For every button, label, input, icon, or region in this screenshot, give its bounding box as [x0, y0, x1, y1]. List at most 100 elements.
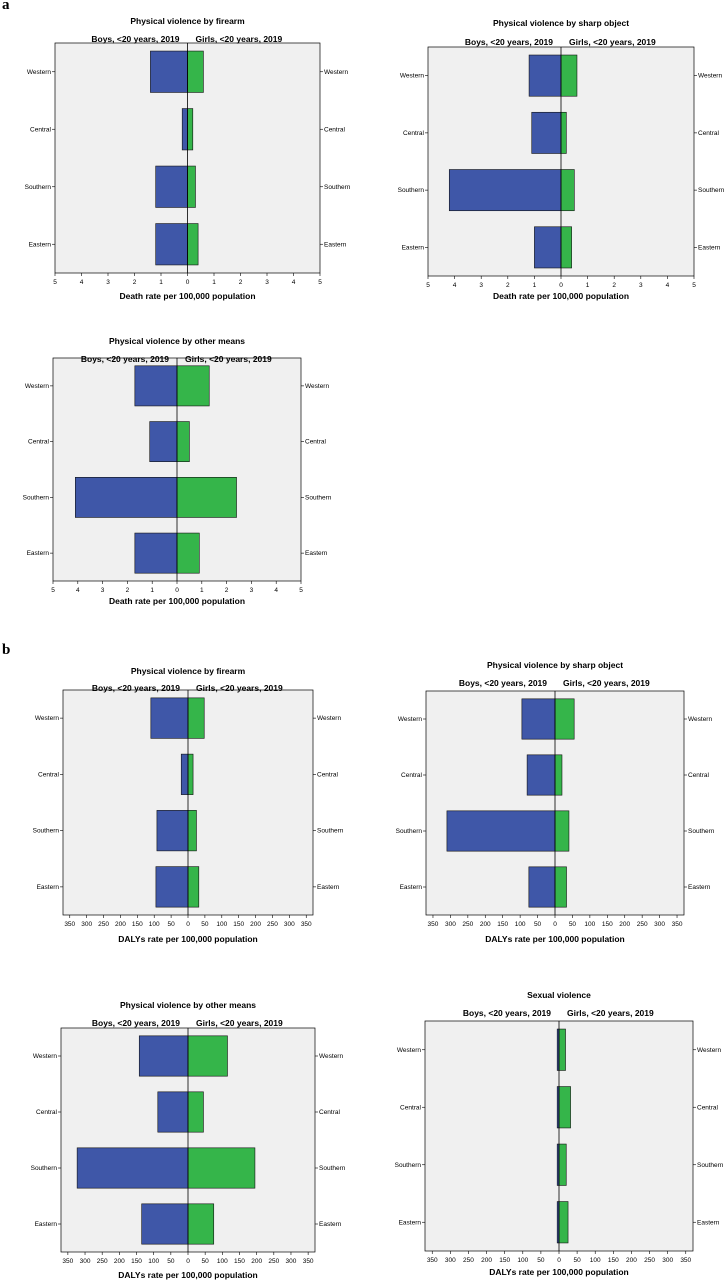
x-tick-label: 0	[559, 282, 563, 289]
chart-title: Physical violence by firearm	[131, 666, 246, 676]
x-tick-label: 200	[480, 921, 491, 928]
x-tick-label: 50	[573, 1257, 581, 1264]
bar-boys-eastern	[141, 1203, 189, 1245]
x-tick-label: 200	[250, 921, 261, 928]
x-tick-label: 2	[225, 587, 229, 594]
x-tick-label: 50	[569, 921, 577, 928]
x-tick-label: 350	[301, 921, 312, 928]
x-tick-label: 350	[680, 1257, 691, 1264]
category-label-right: Eastern	[688, 884, 711, 891]
x-tick-label: 100	[216, 921, 227, 928]
x-axis-label: DALYs rate per 100,000 population	[489, 1267, 629, 1277]
panel-label-a: a	[2, 0, 10, 13]
x-tick-label: 2	[239, 279, 243, 286]
x-axis-label: Death rate per 100,000 population	[119, 291, 255, 301]
x-tick-label: 1	[586, 282, 590, 289]
x-tick-label: 4	[80, 279, 84, 286]
x-tick-label: 50	[167, 921, 175, 928]
x-tick-label: 350	[427, 1257, 438, 1264]
bar-girls-eastern	[554, 866, 567, 908]
x-tick-label: 250	[97, 1258, 108, 1265]
boys-header: Boys, <20 years, 2019	[92, 683, 180, 693]
category-label-right: Central	[305, 439, 327, 446]
x-tick-label: 4	[666, 282, 670, 289]
x-tick-label: 3	[639, 282, 643, 289]
x-tick-label: 200	[114, 1258, 125, 1265]
panel-label-b: b	[2, 642, 11, 658]
bar-boys-western	[150, 50, 188, 93]
category-label-left: Southern	[33, 828, 60, 835]
x-tick-label: 200	[619, 921, 630, 928]
category-label-right: Central	[324, 126, 346, 133]
x-tick-label: 250	[267, 921, 278, 928]
boys-header: Boys, <20 years, 2019	[463, 1008, 551, 1018]
bar-girls-central	[176, 421, 190, 462]
x-tick-label: 100	[517, 1257, 528, 1264]
x-axis-label: Death rate per 100,000 population	[493, 291, 629, 301]
x-tick-label: 250	[98, 921, 109, 928]
chart-title: Physical violence by sharp object	[487, 660, 623, 670]
bar-girls-western	[554, 698, 575, 740]
category-label-left: Southern	[396, 828, 423, 835]
x-tick-label: 3	[265, 279, 269, 286]
x-tick-label: 1	[533, 282, 537, 289]
bar-girls-eastern	[187, 223, 199, 266]
girls-header: Girls, <20 years, 2019	[196, 1018, 283, 1028]
x-tick-label: 1	[212, 279, 216, 286]
category-label-right: Southern	[698, 187, 725, 194]
bar-boys-eastern	[534, 226, 562, 269]
x-tick-label: 300	[445, 1257, 456, 1264]
bar-girls-eastern	[187, 1203, 215, 1245]
category-label-left: Central	[400, 1104, 422, 1111]
x-tick-label: 3	[106, 279, 110, 286]
x-tick-label: 300	[654, 921, 665, 928]
category-label-left: Western	[25, 383, 49, 390]
category-label-right: Eastern	[698, 244, 721, 251]
girls-header: Girls, <20 years, 2019	[563, 678, 650, 688]
category-label-right: Eastern	[317, 884, 340, 891]
boys-header: Boys, <20 years, 2019	[92, 1018, 180, 1028]
x-tick-label: 2	[126, 587, 130, 594]
category-label-right: Central	[319, 1109, 341, 1116]
bar-girls-western	[560, 54, 578, 97]
girls-header: Girls, <20 years, 2019	[196, 34, 283, 44]
x-axis-label: DALYs rate per 100,000 population	[118, 1270, 258, 1280]
bar-boys-western	[521, 698, 556, 740]
x-tick-label: 3	[101, 587, 105, 594]
category-label-right: Central	[697, 1104, 719, 1111]
x-tick-label: 5	[299, 587, 303, 594]
x-tick-label: 250	[268, 1258, 279, 1265]
category-label-right: Western	[305, 383, 329, 390]
chart-title: Physical violence by firearm	[130, 16, 245, 26]
x-tick-label: 250	[644, 1257, 655, 1264]
category-label-left: Eastern	[399, 1219, 422, 1226]
x-axis-label: Death rate per 100,000 population	[109, 596, 245, 606]
category-label-left: Central	[36, 1109, 58, 1116]
bar-girls-eastern	[187, 866, 200, 908]
x-tick-label: 4	[76, 587, 80, 594]
x-tick-label: 4	[453, 282, 457, 289]
category-label-left: Central	[403, 130, 425, 137]
bar-girls-western	[187, 1035, 228, 1077]
chart-title: Physical violence by other means	[109, 336, 245, 346]
x-tick-label: 5	[318, 279, 322, 286]
category-label-left: Eastern	[402, 244, 425, 251]
bar-boys-western	[528, 54, 562, 97]
bar-boys-southern	[155, 165, 188, 208]
bar-girls-western	[187, 50, 204, 93]
bar-boys-eastern	[155, 866, 189, 908]
category-label-right: Southern	[305, 494, 332, 501]
bar-boys-central	[157, 1091, 189, 1133]
x-tick-label: 250	[462, 921, 473, 928]
x-tick-label: 300	[662, 1257, 673, 1264]
x-tick-label: 50	[537, 1257, 545, 1264]
boys-header: Boys, <20 years, 2019	[81, 354, 169, 364]
category-label-right: Southern	[324, 184, 351, 191]
bar-boys-eastern	[155, 223, 188, 266]
category-label-right: Western	[697, 1047, 721, 1054]
bar-boys-eastern	[134, 532, 178, 574]
x-tick-label: 300	[445, 921, 456, 928]
x-tick-label: 100	[584, 921, 595, 928]
x-tick-label: 1	[200, 587, 204, 594]
